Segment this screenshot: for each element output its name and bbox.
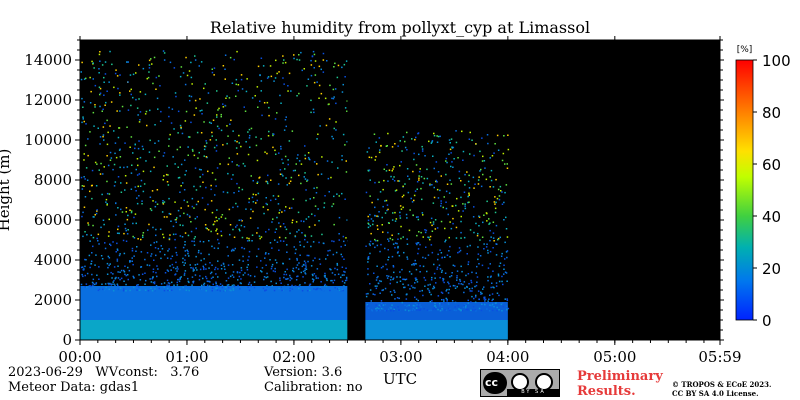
x-tick-label: 04:00: [486, 348, 529, 366]
x-tick-label: 00:00: [58, 348, 101, 366]
humidity-speckle: [80, 50, 510, 312]
y-tick-label: 12000: [24, 91, 72, 109]
colorbar-tick-label: 60: [762, 156, 781, 174]
x-axis-label: UTC: [383, 370, 417, 388]
colorbar-tick-label: 100: [762, 52, 791, 70]
y-tick-label: 2000: [34, 291, 72, 309]
x-tick-label: 05:59: [698, 348, 741, 366]
y-tick-label: 6000: [34, 211, 72, 229]
colorbar-tick-label: 80: [762, 104, 781, 122]
preliminary-line2: Results.: [577, 384, 636, 399]
x-tick-label: 02:00: [272, 348, 315, 366]
footer-meteor-data: Meteor Data: gdas1: [8, 380, 140, 395]
copyright-line1: © TROPOS & ECoE 2023.: [672, 380, 772, 389]
y-tick-label: 8000: [34, 171, 72, 189]
x-axis: 00:00 01:00 02:00 03:00 04:00 05:00 05:59: [58, 36, 742, 366]
chart-title: Relative humidity from pollyxt_cyp at Li…: [210, 18, 590, 37]
preliminary-results: Preliminary Results.: [577, 369, 663, 399]
y-axis-label: Height (m): [0, 149, 13, 232]
y-tick-label: 0: [62, 331, 72, 349]
footer-left: 2023-06-29 WVconst: 3.76: [8, 365, 199, 380]
cc-license-badge: cc BY SA: [480, 369, 560, 397]
x-tick-label: 05:00: [593, 348, 636, 366]
y-tick-label: 10000: [24, 131, 72, 149]
plot-area: [79, 39, 721, 341]
y-tick-label: 14000: [24, 51, 72, 69]
footer-wvconst-label: WVconst:: [95, 365, 158, 380]
humidity-band-low: [80, 286, 348, 320]
colorbar-gradient: [735, 59, 754, 321]
preliminary-line1: Preliminary: [577, 369, 663, 384]
footer-date: 2023-06-29: [8, 365, 83, 380]
colorbar-unit: [%]: [737, 45, 753, 55]
x-tick-label: 03:00: [379, 348, 422, 366]
data-gap: [347, 40, 366, 340]
humidity-band-low-after-gap: [365, 302, 508, 320]
colorbar-tick-label: 40: [762, 208, 781, 226]
x-tick-label: 01:00: [165, 348, 208, 366]
humidity-field: [80, 286, 508, 340]
humidity-band-near-surface-after-gap: [365, 320, 508, 340]
colorbar-tick-label: 0: [762, 312, 772, 330]
y-tick-label: 4000: [34, 251, 72, 269]
footer-calibration: Calibration: no: [264, 380, 363, 395]
y-axis: 0 2000 4000 6000 8000 10000 12000 14000: [24, 39, 724, 349]
colorbar: [%] 0 20 40 60 80 100: [735, 45, 791, 330]
footer-wvconst-value: 3.76: [170, 365, 200, 380]
cc-logo-icon: cc: [483, 372, 507, 394]
humidity-band-near-surface: [80, 320, 348, 340]
colorbar-tick-label: 20: [762, 260, 781, 278]
cc-badge-text: BY SA: [507, 389, 560, 396]
footer-version: Version: 3.6: [264, 365, 343, 380]
copyright: © TROPOS & ECoE 2023. CC BY SA 4.0 Licen…: [672, 380, 771, 398]
copyright-line2: CC BY SA 4.0 License.: [672, 389, 759, 398]
